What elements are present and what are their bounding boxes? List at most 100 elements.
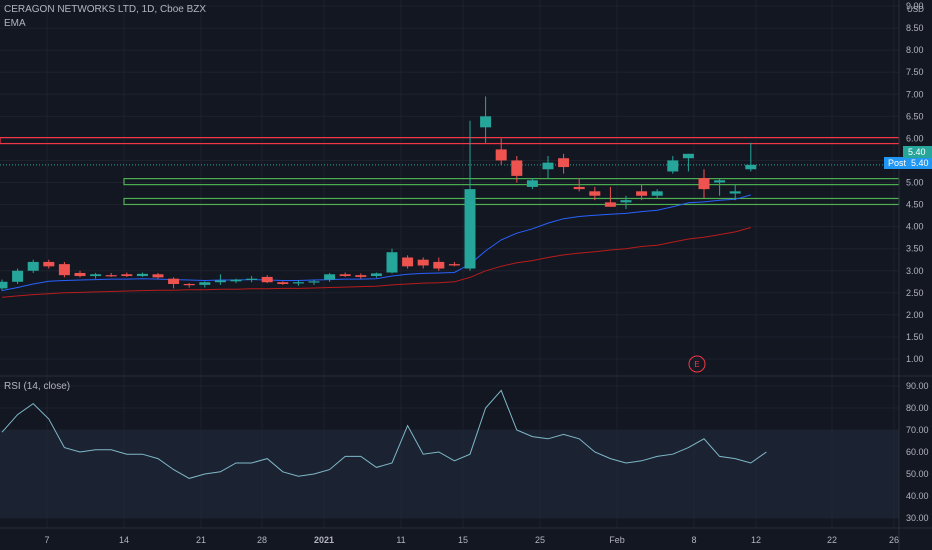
price-tick-label: 6.00 [906, 133, 924, 143]
candle [152, 272, 164, 279]
candle-body [542, 162, 554, 170]
candle-body [324, 274, 336, 280]
candle [745, 142, 757, 172]
candle [261, 275, 273, 284]
candle-body [214, 280, 226, 283]
candle [12, 268, 24, 284]
price-tick-label: 8.50 [906, 23, 924, 33]
candle-body [168, 278, 180, 284]
candle-body [0, 281, 8, 289]
rsi-tick-label: 90.00 [906, 381, 929, 391]
candle [136, 272, 148, 277]
time-tick-label: 12 [751, 535, 761, 545]
price-tick-label: 3.00 [906, 266, 924, 276]
candle [308, 279, 320, 285]
rsi-axis[interactable]: 90.00 80.00 70.00 60.00 50.00 40.00 30.00 [906, 381, 929, 523]
price-tick-label: 2.00 [906, 310, 924, 320]
price-tick-label: 7.00 [906, 89, 924, 99]
post-tag-label: Post [888, 158, 907, 168]
earnings-marker[interactable]: E [688, 355, 706, 373]
candle-body [230, 279, 242, 282]
price-tick-label: 8.00 [906, 45, 924, 55]
candle-body [402, 257, 414, 267]
candle-body [386, 252, 398, 273]
symbol-legend[interactable]: CERAGON NETWORKS LTD, 1D, Cboe BZX [4, 4, 207, 15]
candle [558, 153, 570, 174]
time-tick-label: 15 [458, 535, 468, 545]
candle [246, 276, 258, 283]
candle-body [667, 160, 679, 172]
candle [386, 248, 398, 274]
candle-body [58, 264, 70, 276]
candle-body [558, 158, 570, 168]
candle-body [246, 278, 258, 280]
time-axis[interactable]: 7 14 21 28 2021 11 15 25 Feb 8 12 22 26 [44, 535, 899, 545]
rsi-tick-label: 50.00 [906, 469, 929, 479]
candle-body [636, 191, 648, 196]
candle [214, 274, 226, 285]
candle-body [573, 186, 585, 190]
time-tick-label: 14 [119, 535, 129, 545]
candle [448, 261, 460, 267]
candle [324, 272, 336, 282]
candle-body [745, 164, 757, 170]
price-tick-label: 4.00 [906, 222, 924, 232]
candle-body [651, 191, 663, 196]
last-price-value: 5.40 [908, 147, 926, 157]
time-tick-label: 11 [396, 535, 405, 545]
candle [105, 272, 117, 277]
candle [183, 283, 195, 288]
currency-label: USD [907, 5, 924, 14]
candle-body [121, 274, 133, 277]
candle [339, 272, 351, 277]
candle [495, 138, 507, 165]
time-tick-label: 8 [691, 535, 696, 545]
candle [604, 186, 616, 207]
price-tick-label: 6.50 [906, 111, 924, 121]
price-tick-label: 1.50 [906, 332, 924, 342]
candle [292, 280, 304, 286]
earnings-marker-circle [688, 355, 706, 373]
rsi-tick-label: 80.00 [906, 403, 929, 413]
candle [573, 178, 585, 192]
candle-body [448, 264, 460, 266]
ema-legend[interactable]: EMA [4, 18, 26, 29]
candle-body [74, 272, 86, 277]
last-price-tag: 5.40 [903, 146, 932, 158]
candle [511, 156, 523, 183]
time-tick-label: 22 [827, 535, 837, 545]
candle [620, 195, 632, 209]
candle [729, 184, 741, 201]
ema-fast-line [1, 194, 751, 292]
candlestick-series [0, 96, 757, 291]
candle [199, 281, 211, 288]
candle-body [261, 276, 273, 283]
ema-lines [1, 194, 751, 298]
candle [370, 272, 382, 278]
candle-body [370, 273, 382, 277]
candle-body [136, 273, 148, 277]
candle [589, 186, 601, 201]
candle [433, 257, 445, 271]
candle-body [183, 283, 195, 286]
candle-body [464, 189, 476, 269]
candle-body [511, 160, 523, 176]
candle-body [495, 149, 507, 161]
rsi-line [1, 389, 767, 479]
candle [43, 259, 55, 269]
candle [27, 259, 39, 273]
candle-body [12, 270, 24, 282]
rsi-legend[interactable]: RSI (14, close) [4, 381, 71, 392]
price-tick-label: 9.00 [906, 1, 924, 11]
price-tick-label: 1.00 [906, 354, 924, 364]
candle-body [417, 259, 429, 266]
candle [651, 189, 663, 198]
price-tick-label: 5.00 [906, 178, 924, 188]
candle-body [292, 282, 304, 284]
candle [417, 257, 429, 269]
candle [698, 169, 710, 198]
candle [90, 272, 102, 279]
candle-body [339, 274, 351, 277]
candle-body [480, 116, 492, 128]
